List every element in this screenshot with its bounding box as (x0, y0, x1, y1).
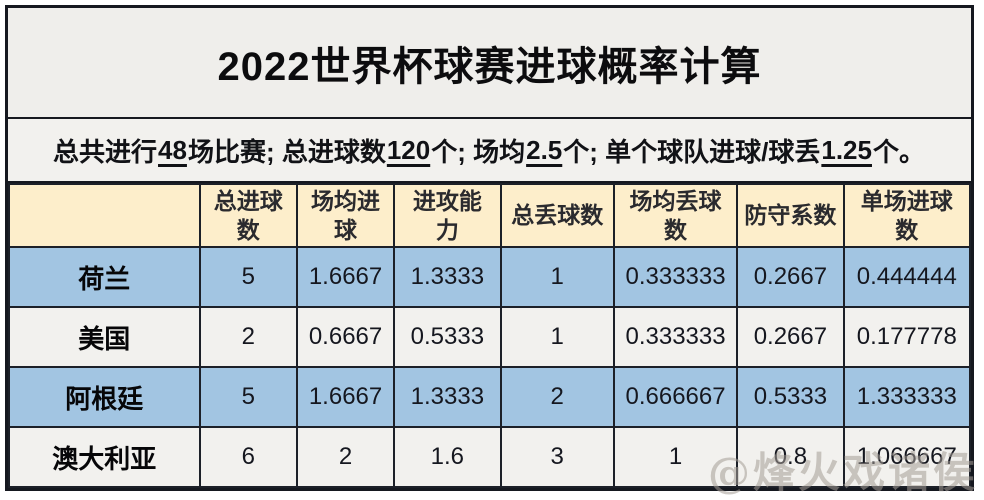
header-cell-single-match-goals: 单场进球 数 (842, 183, 972, 248)
value-cell: 0.6667 (295, 306, 396, 368)
value-cell: 1.6667 (295, 246, 396, 308)
page-frame: 2022世界杯球赛进球概率计算 总共进行 48 场比赛; 总进球数 120 个; 场均 2… (5, 5, 974, 491)
value-cell: 1.3333 (393, 246, 502, 308)
summary-stat-matches: 48 (158, 134, 187, 165)
table-row: 阿根廷 5 1.6667 1.3333 2 0.666667 0.5333 1.… (8, 366, 972, 428)
header-cell-goals-per-match: 场均进 球 (295, 183, 396, 248)
value-cell: 1 (612, 426, 739, 488)
table-row: 澳大利亚 6 2 1.6 3 1 0.8 1.066667 (8, 426, 972, 488)
value-cell: 0.5333 (393, 306, 502, 368)
value-cell: 1.066667 (842, 426, 972, 488)
team-cell: 美国 (8, 306, 201, 368)
header-cell-total-conceded: 总丢球数 (499, 183, 615, 248)
summary-bar: 总共进行 48 场比赛; 总进球数 120 个; 场均 2.5 个; 单个球队进球/球丢 1.… (8, 119, 971, 183)
summary-text-segment: 个。 (872, 136, 925, 167)
value-cell: 0.333333 (612, 306, 739, 368)
value-cell: 0.5333 (736, 366, 845, 428)
value-cell: 1.3333 (393, 366, 502, 428)
team-cell: 澳大利亚 (8, 426, 201, 488)
page-title: 2022世界杯球赛进球概率计算 (217, 44, 762, 89)
value-cell: 0.177778 (842, 306, 972, 368)
value-cell: 1.6 (393, 426, 502, 488)
summary-text-segment: 个; 单个球队进球/球丢 (563, 136, 821, 167)
value-cell: 2 (198, 306, 298, 368)
value-cell: 1.6667 (295, 366, 396, 428)
summary-text-segment: 场比赛; 总进球数 (187, 136, 386, 167)
value-cell: 0.2667 (736, 306, 845, 368)
value-cell: 0.8 (736, 426, 845, 488)
title-bar: 2022世界杯球赛进球概率计算 (8, 8, 971, 119)
value-cell: 1 (499, 306, 615, 368)
value-cell: 5 (198, 366, 298, 428)
table-header-row: 总进球 数 场均进 球 进攻能 力 总丢球数 场均丢球 数 防守系数 单场进球 … (8, 183, 972, 248)
summary-stat-per-team: 1.25 (821, 134, 872, 165)
team-cell: 荷兰 (8, 246, 201, 308)
header-cell-defense: 防守系数 (736, 183, 845, 248)
stats-table: 总进球 数 场均进 球 进攻能 力 总丢球数 场均丢球 数 防守系数 单场进球 … (8, 183, 972, 488)
header-cell-team (8, 183, 201, 248)
summary-text-segment: 总共进行 (53, 136, 158, 167)
table-row: 美国 2 0.6667 0.5333 1 0.333333 0.2667 0.1… (8, 306, 972, 368)
summary-text-segment: 个; 场均 (431, 136, 526, 167)
value-cell: 0.2667 (736, 246, 845, 308)
value-cell: 0.444444 (842, 246, 972, 308)
header-cell-conceded-per-match: 场均丢球 数 (612, 183, 739, 248)
value-cell: 3 (499, 426, 615, 488)
value-cell: 1 (499, 246, 615, 308)
stats-table-container: 总进球 数 场均进 球 进攻能 力 总丢球数 场均丢球 数 防守系数 单场进球 … (8, 183, 972, 488)
value-cell: 2 (499, 366, 615, 428)
header-cell-attack: 进攻能 力 (393, 183, 502, 248)
value-cell: 0.666667 (612, 366, 739, 428)
value-cell: 2 (295, 426, 396, 488)
team-cell: 阿根廷 (8, 366, 201, 428)
summary-stat-avg-per-match: 2.5 (526, 134, 563, 165)
value-cell: 0.333333 (612, 246, 739, 308)
value-cell: 1.333333 (842, 366, 972, 428)
value-cell: 6 (198, 426, 298, 488)
header-cell-total-goals: 总进球 数 (198, 183, 298, 248)
summary-stat-total-goals: 120 (386, 134, 431, 165)
table-row: 荷兰 5 1.6667 1.3333 1 0.333333 0.2667 0.4… (8, 246, 972, 308)
value-cell: 5 (198, 246, 298, 308)
